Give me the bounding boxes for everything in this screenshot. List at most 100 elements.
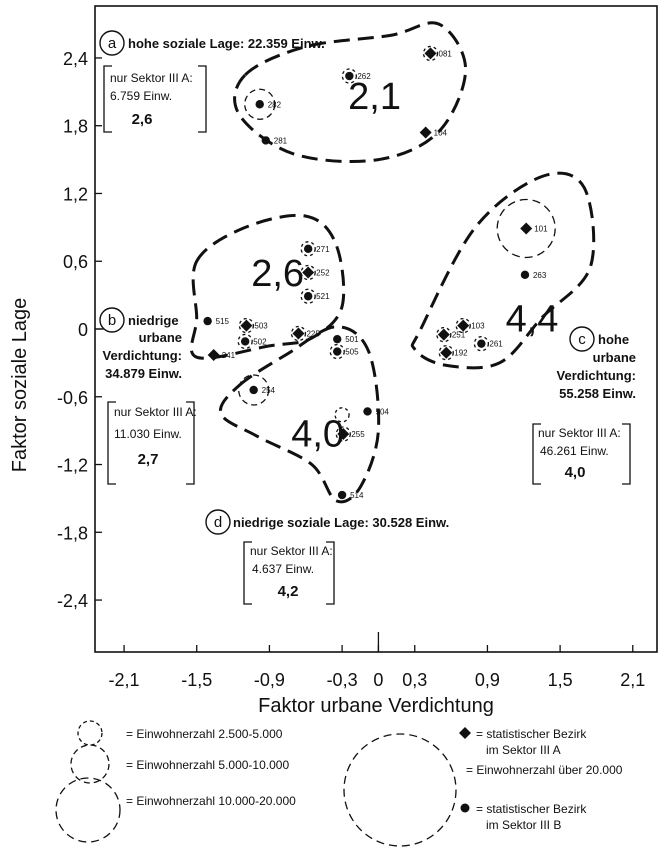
corner-text-b: niedrige [128, 313, 179, 328]
district-label-262: 262 [357, 72, 371, 81]
district-label-261: 261 [489, 340, 503, 349]
legend-ring-medium [70, 744, 110, 784]
y-tick-label: -0,6 [57, 388, 88, 408]
population-ring [335, 426, 351, 442]
sector-box-c-value: 4,0 [565, 464, 586, 481]
cluster-outline [218, 325, 381, 504]
district-label-255: 255 [351, 430, 365, 439]
district-label-503: 503 [254, 322, 268, 331]
legend-text-diamond-2: im Sektor III A [486, 743, 561, 757]
legend-text-dot-2: im Sektor III B [486, 818, 561, 832]
district-label-521: 521 [316, 292, 330, 301]
corner-label-a: a hohe soziale Lage: 22.359 Einw. [99, 30, 325, 56]
sector-box-c-line1: nur Sektor III A: [538, 426, 621, 440]
population-ring [341, 68, 358, 84]
district-diamond-255 [337, 428, 350, 441]
district-label-282: 282 [268, 100, 282, 109]
district-label-505: 505 [345, 348, 359, 357]
district-diamond-081 [424, 47, 437, 60]
district-label-501: 501 [345, 335, 359, 344]
cluster-outline [410, 171, 596, 370]
population-ring [300, 288, 316, 304]
district-diamond-252 [302, 266, 315, 279]
corner-line-b-3: 34.879 Einw. [105, 366, 182, 381]
sector-box-a-value: 2,6 [132, 111, 153, 128]
cluster-outline [189, 213, 346, 360]
population-ring [438, 345, 454, 361]
district-diamond-225 [292, 327, 305, 340]
population-ring [334, 407, 350, 423]
district-label-281: 281 [274, 136, 288, 145]
district-dot-281 [261, 136, 270, 145]
sector-box-c: nur Sektor III A: 46.261 Einw. 4,0 [532, 423, 631, 485]
sector-box-a-line1: nur Sektor III A: [110, 71, 193, 85]
district-label-254: 254 [262, 386, 276, 395]
legend-text-small: = Einwohnerzahl 2.500-5.000 [126, 727, 283, 741]
population-rings [237, 45, 556, 442]
letter-circle-a [99, 30, 125, 56]
letter-d: d [214, 514, 222, 531]
corner-line-b-1: urbane [139, 330, 182, 345]
population-ring [237, 333, 253, 350]
x-tick-label: 0,3 [402, 670, 427, 690]
y-tick-label: 1,2 [63, 184, 88, 204]
y-tick-label: 0 [78, 320, 88, 340]
district-label-263: 263 [533, 271, 547, 280]
district-label-101: 101 [534, 224, 548, 233]
population-ring [496, 198, 556, 259]
cluster-value-label: 2,6 [251, 253, 304, 295]
legend-diamond-marker [459, 727, 471, 739]
district-label-103: 103 [471, 322, 485, 331]
corner-text-d: niedrige soziale Lage: 30.528 Einw. [233, 515, 449, 530]
district-dot-502 [240, 337, 250, 346]
district-label-515: 515 [216, 317, 230, 326]
y-tick-label: -1,2 [57, 456, 88, 476]
population-ring [290, 325, 307, 342]
x-tick-label: -2,1 [109, 670, 140, 690]
corner-label-b: b niedrige urbane Verdichtung: 34.879 Ei… [99, 307, 182, 381]
population-ring [422, 45, 439, 62]
x-tick-label: -0,3 [327, 670, 358, 690]
population-ring [244, 88, 276, 120]
district-label-104: 104 [434, 128, 448, 137]
district-label-502: 502 [253, 337, 267, 346]
cluster-value-label: 4,4 [506, 298, 559, 340]
district-dot-521 [303, 292, 313, 301]
y-tick-label: 2,4 [63, 49, 88, 69]
corner-line-c-2: Verdichtung: [557, 368, 636, 383]
sector-box-d-line1: nur Sektor III A: [250, 544, 333, 558]
district-dot-263 [520, 270, 530, 279]
corner-line-c-3: 55.258 Einw. [559, 386, 636, 401]
letter-circle-d [205, 509, 231, 535]
district-dot-271 [303, 244, 313, 254]
district-dot-504 [363, 407, 372, 416]
district-diamond-104 [419, 126, 432, 139]
district-dot-514 [337, 490, 347, 500]
x-tick-label: 0 [373, 670, 383, 690]
population-ring [455, 317, 471, 334]
population-ring [300, 241, 316, 257]
corner-line-c-1: urbane [593, 350, 636, 365]
cluster-value-label: 2,1 [348, 76, 401, 118]
x-tick-label: -1,5 [181, 670, 212, 690]
district-dot-254 [249, 385, 258, 395]
letter-c: c [578, 331, 586, 348]
x-axis-label: Faktor urbane Verdichtung [258, 695, 494, 717]
legend-text-dot-1: = statistischer Bezirk [476, 802, 587, 816]
corner-text-a: hohe soziale Lage: 22.359 Einw. [128, 36, 325, 51]
letter-circle-c [569, 326, 595, 352]
district-diamond-192 [440, 346, 453, 359]
y-tick-label: 0,6 [63, 252, 88, 272]
district-dot-262 [345, 71, 354, 81]
y-tick-label: -2,4 [57, 591, 88, 611]
sector-box-d: nur Sektor III A: 4.637 Einw. 4,2 [243, 541, 335, 605]
x-tick-label: 2,1 [620, 670, 645, 690]
district-label-225: 225 [306, 330, 320, 339]
data-points: 081 262 282 281 104 101 263 271 252 521 225 515 503 5… [203, 47, 548, 500]
axes: -2,1 -1,5 -0,9 -0,3 0 0,3 0,9 1,5 2,1 2,4 1,8 1,2 0,… [57, 49, 645, 690]
district-label-192: 192 [454, 349, 468, 358]
district-dot-505 [333, 347, 342, 356]
district-label-252: 252 [316, 269, 330, 278]
district-diamond-251 [437, 328, 450, 341]
sector-box-d-value: 4,2 [278, 583, 299, 600]
